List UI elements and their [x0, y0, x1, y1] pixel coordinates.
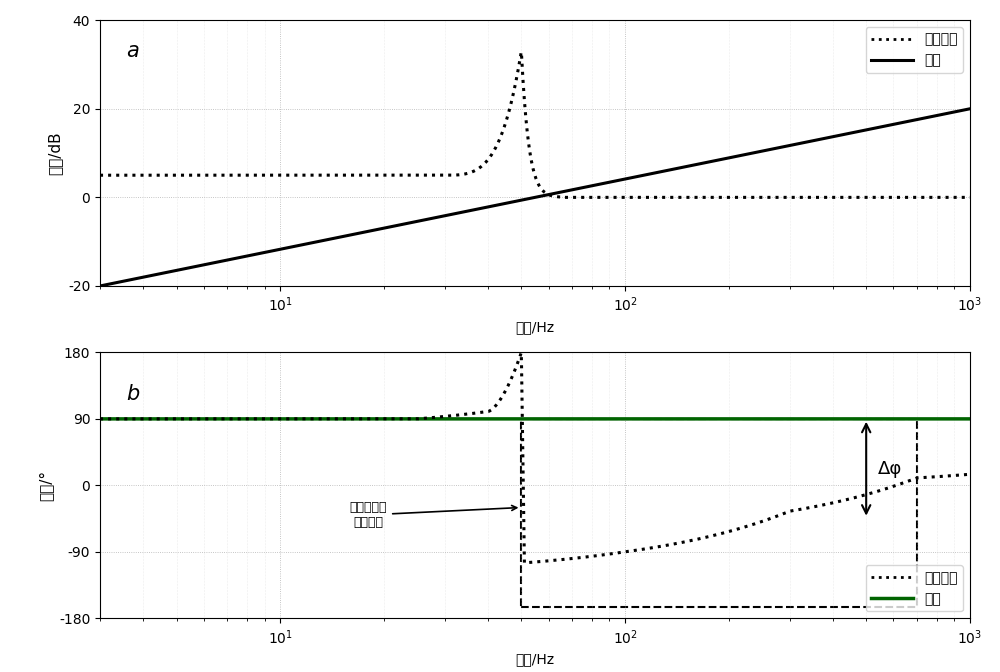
电网: [428, 415, 440, 423]
电网: [947, 415, 959, 423]
风电机组: [94, 415, 106, 423]
Legend: 风电机组, 电网: 风电机组, 电网: [866, 565, 963, 612]
风电机组: [555, 194, 567, 202]
风电机组: [428, 171, 440, 179]
风电机组: [515, 48, 527, 56]
Text: Δφ: Δφ: [878, 460, 902, 478]
电网: [94, 415, 106, 423]
电网: [94, 282, 106, 290]
电网: [947, 108, 959, 116]
电网: [245, 251, 257, 259]
风电机组: [245, 415, 257, 423]
电网: [964, 105, 976, 113]
风电机组: [854, 493, 866, 501]
Text: 可能发生振
荡的区域: 可能发生振 荡的区域: [350, 501, 517, 529]
电网: [964, 415, 976, 423]
Line: 风电机组: 风电机组: [100, 353, 970, 563]
Bar: [521, 419, 917, 607]
电网: [465, 206, 477, 214]
电网: [428, 214, 440, 222]
风电机组: [854, 194, 866, 202]
Line: 电网: 电网: [100, 109, 970, 286]
X-axis label: 频率/Hz: 频率/Hz: [515, 652, 555, 666]
Y-axis label: 相位/°: 相位/°: [38, 470, 53, 501]
风电机组: [518, 559, 530, 567]
风电机组: [193, 171, 205, 179]
风电机组: [193, 415, 205, 423]
X-axis label: 频率/Hz: 频率/Hz: [515, 320, 555, 334]
电网: [193, 415, 205, 423]
Legend: 风电机组, 电网: 风电机组, 电网: [866, 27, 963, 73]
电网: [853, 127, 865, 135]
Line: 风电机组: 风电机组: [100, 52, 970, 198]
Text: b: b: [126, 384, 139, 405]
风电机组: [245, 171, 257, 179]
风电机组: [964, 194, 976, 202]
电网: [245, 415, 257, 423]
Text: a: a: [126, 42, 139, 61]
Y-axis label: 幅值/dB: 幅值/dB: [47, 131, 62, 175]
风电机组: [465, 409, 477, 417]
风电机组: [515, 349, 527, 357]
电网: [193, 261, 205, 269]
电网: [853, 415, 865, 423]
风电机组: [428, 413, 440, 421]
风电机组: [465, 168, 477, 176]
风电机组: [94, 171, 106, 179]
电网: [465, 415, 477, 423]
风电机组: [947, 194, 959, 202]
风电机组: [947, 472, 959, 480]
风电机组: [964, 470, 976, 478]
